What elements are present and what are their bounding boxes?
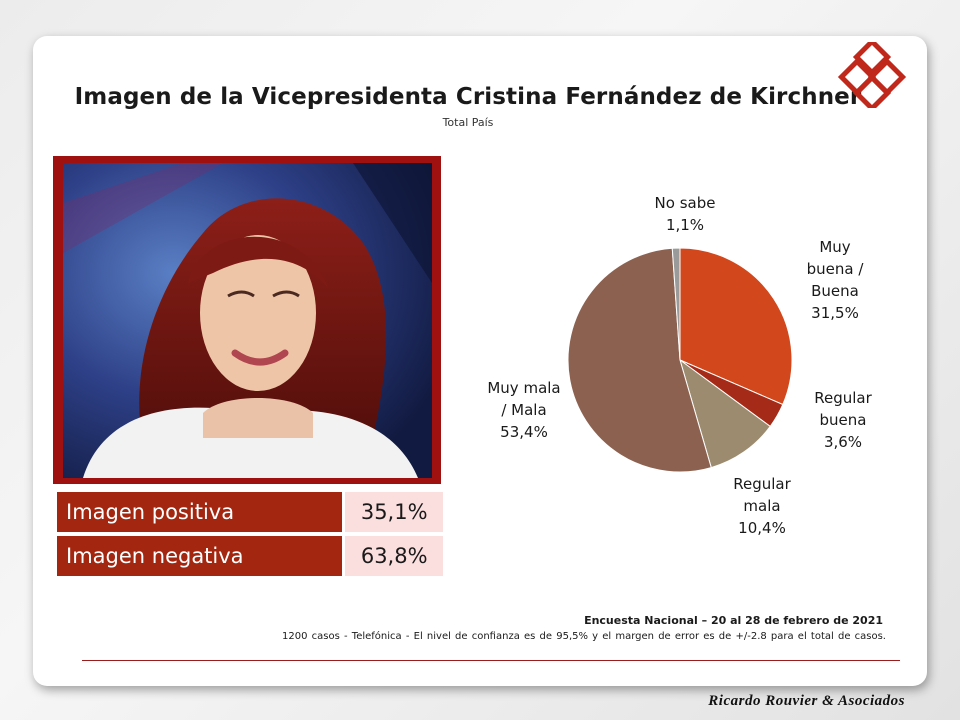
pie-slice bbox=[679, 358, 771, 469]
page-subtitle: Total País bbox=[442, 116, 494, 129]
slice-label-value: 1,1% bbox=[665, 216, 705, 234]
slice-label-line: / Mala bbox=[501, 401, 547, 419]
survey-note: 1200 casos - Telefónica - El nivel de co… bbox=[282, 631, 886, 642]
slice-label-line: mala bbox=[743, 497, 781, 515]
portrait-photo bbox=[63, 163, 432, 478]
slice-label-regular-mala: Regular mala 10,4% bbox=[722, 473, 802, 539]
image-stats-table: Imagen positiva 35,1% Imagen negativa 63… bbox=[57, 488, 443, 580]
page-title: Imagen de la Vicepresidenta Cristina Fer… bbox=[74, 84, 862, 110]
slice-label-muy-buena: Muy buena / Buena 31,5% bbox=[795, 236, 875, 324]
slice-label-line: Regular bbox=[733, 475, 791, 493]
slice-label-line: Regular bbox=[814, 389, 872, 407]
slice-label-line: buena / bbox=[806, 260, 864, 278]
stat-value: 63,8% bbox=[342, 536, 443, 576]
slice-label-line: Muy mala bbox=[487, 379, 561, 397]
stat-value: 35,1% bbox=[342, 492, 443, 532]
slice-label-no-sabe: No sabe 1,1% bbox=[645, 192, 725, 236]
pie-chart bbox=[567, 247, 793, 473]
slice-label-line: buena bbox=[819, 411, 867, 429]
slice-label-value: 53,4% bbox=[500, 423, 548, 441]
pie-slice bbox=[567, 247, 712, 473]
pie-slice bbox=[679, 247, 793, 406]
stat-row-negative: Imagen negativa 63,8% bbox=[57, 536, 443, 576]
company-logo-icon bbox=[837, 42, 907, 108]
slice-label-muy-mala: Muy mala / Mala 53,4% bbox=[477, 377, 571, 443]
slice-label-line: No sabe bbox=[654, 194, 716, 212]
pie-slice bbox=[671, 247, 681, 361]
slice-label-value: 31,5% bbox=[811, 304, 859, 322]
stat-row-positive: Imagen positiva 35,1% bbox=[57, 492, 443, 532]
stat-label: Imagen positiva bbox=[57, 492, 343, 532]
brand-name: Ricardo Rouvier & Asociados bbox=[708, 693, 905, 709]
slice-label-value: 10,4% bbox=[738, 519, 786, 537]
slice-label-line: Buena bbox=[811, 282, 859, 300]
footer-divider bbox=[82, 660, 900, 661]
stat-label: Imagen negativa bbox=[57, 536, 343, 576]
slice-label-value: 3,6% bbox=[823, 433, 863, 451]
slice-label-line: Muy bbox=[819, 238, 851, 256]
slice-label-regular-buena: Regular buena 3,6% bbox=[803, 387, 883, 453]
survey-info: Encuesta Nacional – 20 al 28 de febrero … bbox=[584, 614, 883, 627]
